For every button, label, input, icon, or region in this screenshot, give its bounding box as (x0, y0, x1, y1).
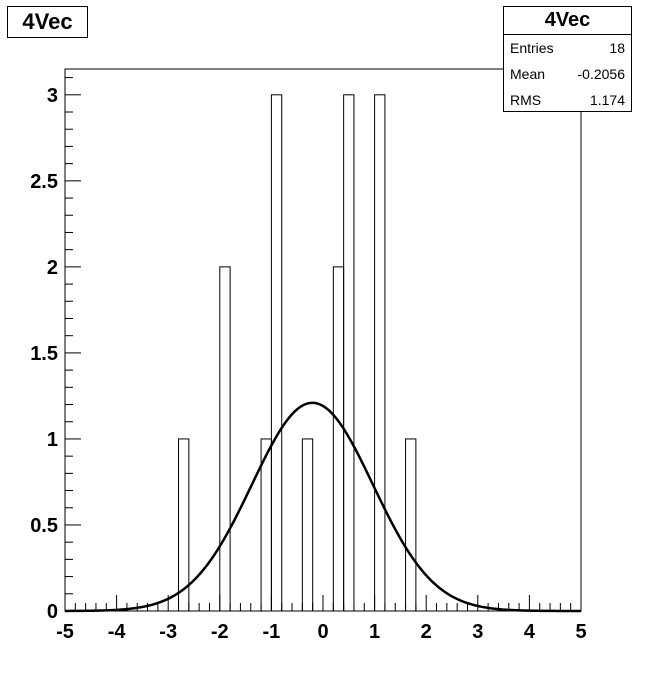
histogram-bar (405, 438, 417, 612)
y-tick-label: 1 (47, 429, 58, 451)
plot-frame (64, 68, 582, 612)
histogram-bar (343, 94, 355, 612)
stats-value: 1.174 (589, 92, 625, 108)
x-tick-label: -5 (56, 621, 74, 643)
stats-value: 18 (609, 40, 625, 56)
stats-title: 4Vec (504, 7, 631, 35)
histogram-bins (178, 94, 417, 612)
histogram-bar (301, 438, 314, 612)
x-tick-label: 3 (472, 621, 483, 643)
chart-title: 4Vec (7, 6, 88, 38)
histogram-bar (219, 266, 231, 612)
y-tick-label: 0.5 (30, 515, 58, 537)
stats-box: 4Vec Entries 18 Mean -0.2056 RMS 1.174 (503, 6, 632, 112)
x-tick-label: -3 (159, 621, 177, 643)
x-tick-label: -2 (211, 621, 229, 643)
y-axis: 0 0.5 1 1.5 2 2.5 3 (30, 77, 81, 623)
x-tick-label: -4 (108, 621, 127, 643)
gaussian-fit (65, 401, 581, 613)
y-tick-label: 1.5 (30, 343, 58, 365)
stats-row-mean: Mean -0.2056 (504, 61, 631, 87)
stats-label: Entries (510, 40, 554, 56)
x-tick-label: 2 (421, 621, 432, 643)
y-tick-label: 3 (47, 85, 58, 107)
stats-row-entries: Entries 18 (504, 35, 631, 61)
x-tick-label: -1 (263, 621, 281, 643)
histogram-bar (332, 266, 345, 612)
y-tick-label: 2 (47, 257, 58, 279)
fit-curve (65, 401, 581, 613)
stats-row-rms: RMS 1.174 (504, 87, 631, 113)
y-tick-label: 2.5 (30, 171, 58, 193)
x-tick-label: 1 (369, 621, 380, 643)
stats-value: -0.2056 (577, 66, 625, 82)
histogram-bar (374, 94, 386, 612)
y-tick-label: 0 (47, 601, 58, 623)
stats-label: RMS (510, 92, 542, 108)
x-tick-label: 4 (524, 621, 536, 643)
stats-label: Mean (510, 66, 546, 82)
x-tick-label: 5 (575, 621, 586, 643)
x-tick-label: 0 (317, 621, 328, 643)
x-axis: -5 -4 -3 -2 -1 0 1 2 3 4 5 (56, 595, 587, 643)
histogram-bar (178, 438, 190, 612)
histogram-bar (270, 94, 283, 612)
